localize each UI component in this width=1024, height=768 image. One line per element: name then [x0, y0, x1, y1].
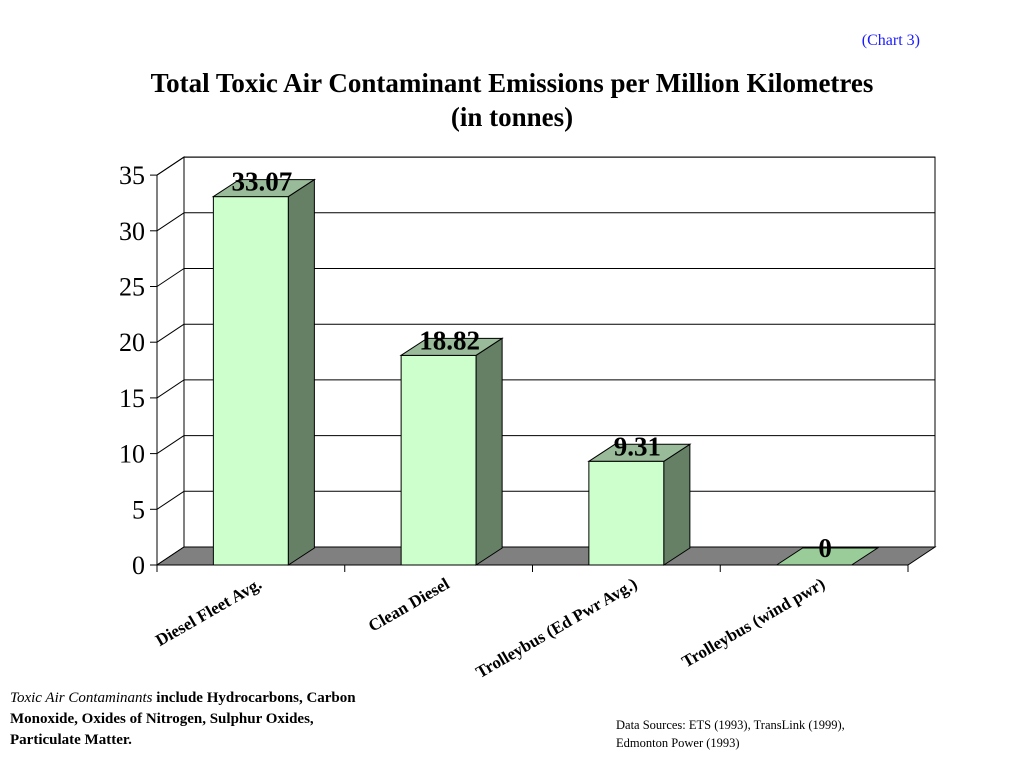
- data-label: 33.07: [232, 167, 293, 197]
- bar-top: [774, 547, 880, 566]
- gridline-side: [156, 323, 185, 343]
- bar-top: [399, 337, 504, 356]
- bar-top: [587, 443, 692, 462]
- bar-side: [475, 337, 503, 566]
- y-tick-label: 35: [119, 161, 145, 190]
- y-tick-label: 5: [132, 495, 145, 524]
- data-label: 9.31: [614, 431, 661, 461]
- x-category-label: Trolleybus (wind pwr): [678, 574, 828, 671]
- data-label: 0: [818, 533, 832, 563]
- x-category-label: Clean Diesel: [365, 574, 453, 636]
- chart-title-line-1: Total Toxic Air Contaminant Emissions pe…: [150, 68, 874, 98]
- x-category-label: Diesel Fleet Avg.: [152, 574, 265, 650]
- y-tick-label: 20: [119, 328, 145, 357]
- data-sources-line-1: Data Sources: ETS (1993), TransLink (199…: [616, 718, 845, 732]
- left-wall: [156, 156, 185, 566]
- data-label: 18.82: [419, 325, 480, 355]
- y-tick-label: 25: [119, 273, 145, 302]
- data-sources: Data Sources: ETS (1993), TransLink (199…: [616, 716, 916, 752]
- y-tick-label: 30: [119, 217, 145, 246]
- gridline-side: [156, 379, 185, 399]
- y-tick-label: 15: [119, 384, 145, 413]
- gridline-side: [156, 156, 185, 176]
- gridline-side: [156, 490, 185, 510]
- chart-title-line-2: (in tonnes): [450, 102, 574, 132]
- data-sources-line-2: Edmonton Power (1993): [616, 736, 740, 750]
- chart-reference: (Chart 3): [861, 32, 920, 49]
- bar-side: [663, 443, 691, 566]
- gridline-side: [156, 212, 185, 232]
- x-category-label: Trolleybus (Ed Pwr Avg.): [472, 574, 640, 682]
- y-tick-label: 10: [119, 440, 145, 469]
- footnote-text: include Hydrocarbons, Carbon Monoxide, O…: [10, 690, 356, 748]
- footnote: Toxic Air Contaminants include Hydrocarb…: [10, 688, 370, 751]
- bar-front: [400, 354, 477, 566]
- bar-front: [212, 196, 289, 566]
- bar-side: [287, 178, 315, 566]
- y-tick-label: 0: [132, 551, 145, 580]
- bar-top: [211, 179, 317, 198]
- bar-front: [588, 460, 665, 566]
- chart-title: Total Toxic Air Contaminant Emissions pe…: [0, 66, 1024, 134]
- gridline-side: [156, 268, 185, 287]
- gridline-side: [156, 435, 185, 455]
- footnote-term: Toxic Air Contaminants: [10, 690, 153, 706]
